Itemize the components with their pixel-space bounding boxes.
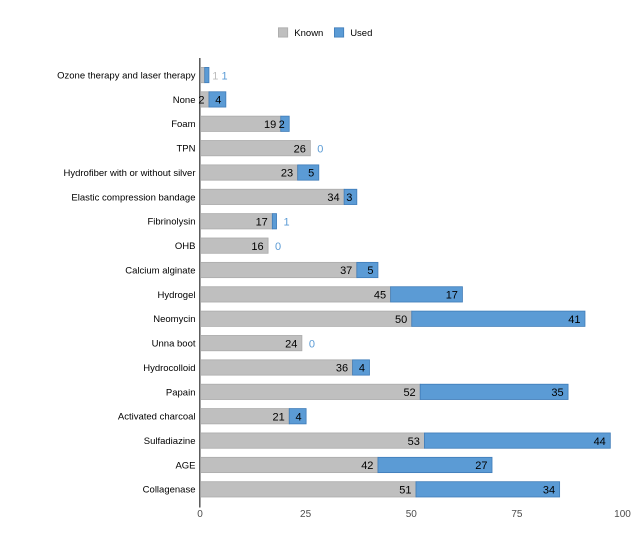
svg-text:52: 52 — [403, 387, 415, 399]
svg-text:24: 24 — [285, 338, 297, 350]
svg-text:Sulfadiazine: Sulfadiazine — [144, 436, 196, 447]
svg-text:27: 27 — [475, 460, 487, 472]
svg-text:Hydrocolloid: Hydrocolloid — [143, 363, 195, 374]
svg-text:1: 1 — [283, 216, 289, 228]
svg-text:50: 50 — [395, 314, 407, 326]
svg-text:21: 21 — [272, 411, 284, 423]
svg-text:Neomycin: Neomycin — [153, 314, 195, 325]
svg-text:17: 17 — [256, 216, 268, 228]
svg-text:16: 16 — [251, 241, 263, 253]
svg-text:AGE: AGE — [175, 460, 195, 471]
svg-text:45: 45 — [374, 290, 386, 302]
svg-text:44: 44 — [594, 436, 606, 448]
svg-text:100: 100 — [614, 509, 631, 520]
svg-text:Calcium alginate: Calcium alginate — [125, 265, 195, 276]
svg-text:5: 5 — [308, 168, 314, 180]
svg-text:41: 41 — [568, 314, 580, 326]
svg-text:34: 34 — [327, 192, 339, 204]
svg-text:3: 3 — [346, 192, 352, 204]
svg-text:1: 1 — [221, 70, 227, 82]
svg-text:19: 19 — [264, 119, 276, 131]
svg-text:Fibrinolysin: Fibrinolysin — [147, 217, 195, 228]
svg-text:34: 34 — [543, 485, 555, 497]
svg-text:Unna boot: Unna boot — [152, 339, 196, 350]
svg-text:0: 0 — [275, 241, 281, 253]
svg-text:35: 35 — [551, 387, 563, 399]
svg-text:Hydrofiber with or without sil: Hydrofiber with or without silver — [64, 168, 196, 179]
svg-text:37: 37 — [340, 265, 352, 277]
svg-text:0: 0 — [197, 509, 203, 520]
svg-text:Ozone therapy and laser therap: Ozone therapy and laser therapy — [57, 70, 196, 81]
svg-text:23: 23 — [281, 168, 293, 180]
svg-text:4: 4 — [215, 95, 221, 107]
svg-text:2: 2 — [279, 119, 285, 131]
svg-text:0: 0 — [317, 143, 323, 155]
svg-text:51: 51 — [399, 485, 411, 497]
svg-text:0: 0 — [309, 338, 315, 350]
svg-text:4: 4 — [295, 411, 301, 423]
svg-text:Elastic compression bandage: Elastic compression bandage — [71, 192, 195, 203]
svg-text:Collagenase: Collagenase — [143, 485, 196, 496]
svg-text:Papain: Papain — [166, 387, 196, 398]
svg-text:OHB: OHB — [175, 241, 196, 252]
svg-text:1: 1 — [212, 70, 218, 82]
svg-text:4: 4 — [359, 363, 365, 375]
svg-text:Activated charcoal: Activated charcoal — [118, 412, 196, 423]
svg-text:Used: Used — [350, 28, 372, 39]
svg-text:53: 53 — [408, 436, 420, 448]
svg-text:50: 50 — [406, 509, 418, 520]
svg-text:None: None — [173, 95, 196, 106]
svg-text:26: 26 — [294, 143, 306, 155]
svg-text:42: 42 — [361, 460, 373, 472]
svg-text:17: 17 — [446, 290, 458, 302]
svg-text:Foam: Foam — [171, 119, 195, 130]
svg-text:2: 2 — [198, 95, 204, 107]
svg-text:75: 75 — [511, 509, 523, 520]
svg-text:25: 25 — [300, 509, 312, 520]
svg-text:36: 36 — [336, 363, 348, 375]
svg-text:Hydrogel: Hydrogel — [157, 290, 195, 301]
svg-text:5: 5 — [367, 265, 373, 277]
svg-text:Known: Known — [294, 28, 323, 39]
svg-text:TPN: TPN — [177, 144, 196, 155]
